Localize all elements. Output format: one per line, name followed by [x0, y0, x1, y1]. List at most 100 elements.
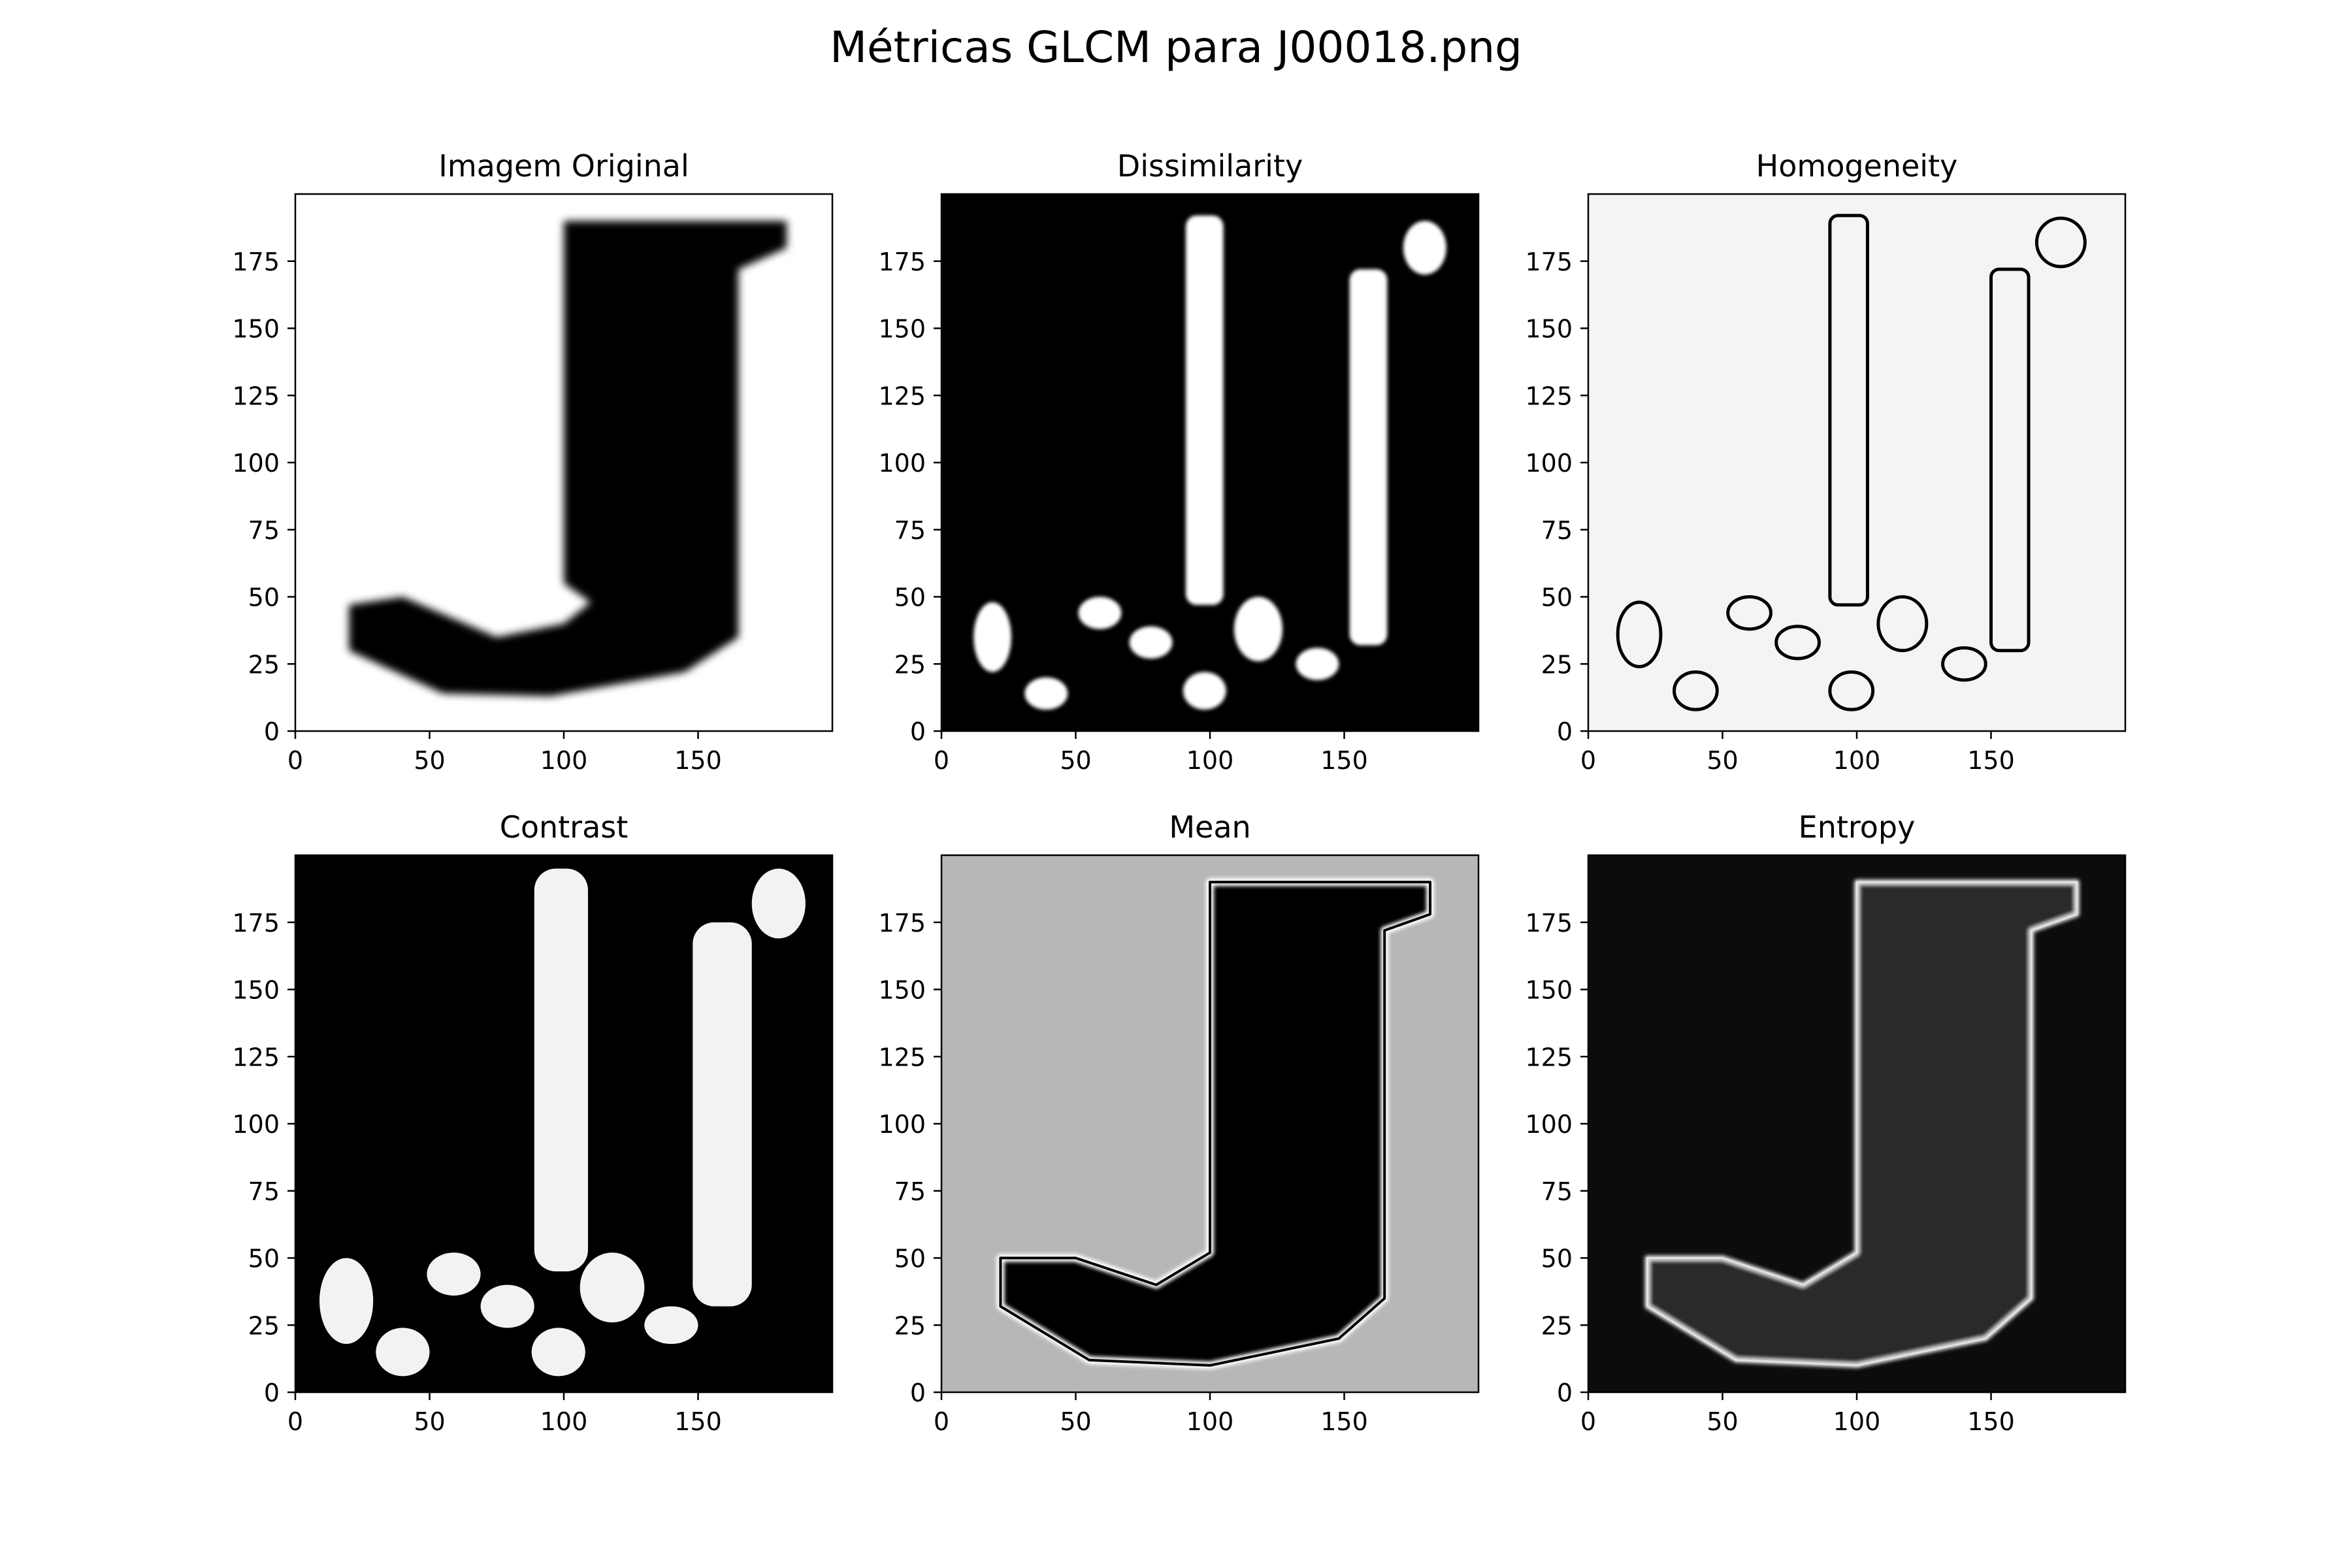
- x-tick-label: 100: [540, 746, 588, 775]
- heatmap-image: [1588, 855, 2125, 1392]
- homogeneity-edge: [1876, 595, 1929, 653]
- y-tick-label: 50: [894, 583, 926, 612]
- homogeneity-edge: [1828, 214, 1869, 607]
- x-tick-label: 150: [674, 1407, 722, 1436]
- dissimilarity-blob: [973, 602, 1011, 672]
- heatmap-content: [973, 215, 1446, 710]
- x-tick-label: 0: [934, 1407, 949, 1436]
- x-tick-label: 50: [414, 1407, 445, 1436]
- subplot: Contrast 0 50 100 150 0 25 50 75 100 125 150 175: [232, 809, 834, 1436]
- dissimilarity-blob: [1296, 647, 1339, 680]
- heatmap-background: [1588, 194, 2125, 731]
- homogeneity-edge: [1828, 670, 1875, 711]
- heatmap-image: [295, 194, 832, 731]
- heatmap-image: [941, 194, 1478, 731]
- y-tick-label: 50: [894, 1245, 926, 1273]
- heatmap-content: [349, 221, 787, 696]
- x-tick-label: 100: [1833, 746, 1881, 775]
- y-tick-label: 25: [1541, 1311, 1573, 1340]
- contrast-blob: [644, 1306, 698, 1345]
- homogeneity-edge: [1774, 625, 1821, 661]
- y-tick-label: 125: [878, 382, 926, 410]
- contrast-blob: [427, 1252, 481, 1296]
- y-tick-label: 125: [232, 382, 280, 410]
- x-tick-label: 0: [287, 746, 303, 775]
- y-tick-label: 175: [1525, 909, 1573, 938]
- y-tick-label: 75: [894, 1177, 926, 1206]
- y-tick-label: 75: [248, 1177, 280, 1206]
- y-tick-label: 0: [264, 717, 280, 746]
- subplot: Mean 0 50 100 150 0 25 50 75 100 125 150 175: [878, 809, 1480, 1436]
- contrast-stroke: [693, 922, 752, 1307]
- x-tick-label: 100: [540, 1407, 588, 1436]
- contrast-blob: [531, 1328, 585, 1377]
- x-tick-label: 150: [1320, 746, 1368, 775]
- homogeneity-edge: [1941, 646, 1987, 682]
- y-tick-label: 100: [232, 449, 280, 478]
- y-tick-label: 0: [1557, 1379, 1573, 1407]
- heatmap-content: [996, 878, 1434, 1369]
- y-tick-label: 25: [1541, 650, 1573, 679]
- subplot: Homogeneity 0 50 100 150 0 25 50 75 100 125 150 175: [1525, 148, 2127, 775]
- y-tick-label: 100: [1525, 449, 1573, 478]
- dissimilarity-blob: [1024, 677, 1068, 710]
- contrast-blob: [751, 868, 806, 939]
- homogeneity-edge: [2034, 216, 2087, 269]
- y-tick-label: 150: [878, 976, 926, 1005]
- x-tick-label: 100: [1833, 1407, 1881, 1436]
- heatmap-image: [295, 855, 832, 1392]
- y-tick-label: 0: [264, 1379, 280, 1407]
- y-tick-label: 175: [878, 909, 926, 938]
- x-tick-label: 150: [1967, 1407, 2015, 1436]
- y-tick-label: 0: [910, 1379, 926, 1407]
- dissimilarity-blob: [1403, 221, 1446, 275]
- heatmap-image: [941, 855, 1478, 1392]
- x-tick-label: 50: [1707, 1407, 1738, 1436]
- x-tick-label: 50: [1060, 746, 1091, 775]
- y-tick-label: 50: [248, 1245, 280, 1273]
- y-tick-label: 0: [1557, 717, 1573, 746]
- y-tick-label: 50: [1541, 1245, 1573, 1273]
- y-tick-label: 25: [248, 1311, 280, 1340]
- x-tick-label: 150: [1320, 1407, 1368, 1436]
- subplot-title: Mean: [1169, 809, 1250, 845]
- x-tick-label: 50: [1060, 1407, 1091, 1436]
- y-tick-label: 25: [894, 650, 926, 679]
- y-tick-label: 125: [1525, 382, 1573, 410]
- y-tick-label: 150: [878, 315, 926, 344]
- heatmap-content: [1616, 214, 2087, 711]
- heatmap-image: [1588, 194, 2125, 731]
- letter-j-shape: [349, 221, 787, 696]
- subplot-grid: Imagem Original 0 50 100 150 0 25 50 75 100 125 150…: [232, 148, 2127, 1436]
- y-tick-label: 100: [878, 449, 926, 478]
- y-tick-label: 125: [232, 1043, 280, 1071]
- y-tick-label: 75: [248, 516, 280, 545]
- y-tick-label: 150: [232, 315, 280, 344]
- y-tick-label: 25: [248, 650, 280, 679]
- mean-fill: [1000, 882, 1430, 1365]
- y-tick-label: 150: [1525, 315, 1573, 344]
- x-tick-label: 50: [414, 746, 445, 775]
- x-tick-label: 50: [1707, 746, 1738, 775]
- contrast-blob: [580, 1252, 645, 1323]
- y-tick-label: 150: [232, 976, 280, 1005]
- mean-edge: [999, 881, 1431, 1367]
- x-tick-label: 100: [1186, 1407, 1234, 1436]
- x-tick-label: 0: [1580, 746, 1596, 775]
- contrast-blob: [319, 1258, 374, 1345]
- homogeneity-edge: [1989, 267, 2031, 653]
- y-tick-label: 50: [248, 583, 280, 612]
- subplot-title: Entropy: [1799, 809, 1916, 845]
- homogeneity-edge: [1726, 595, 1772, 631]
- subplot-title: Imagem Original: [438, 148, 689, 184]
- dissimilarity-stroke: [1186, 215, 1224, 605]
- y-tick-label: 100: [1525, 1110, 1573, 1139]
- contrast-stroke: [534, 868, 588, 1272]
- y-tick-label: 100: [878, 1110, 926, 1139]
- subplot: Dissimilarity 0 50 100 150 0 25 50 75 100 125 150 17…: [878, 148, 1480, 775]
- x-tick-label: 100: [1186, 746, 1234, 775]
- y-tick-label: 50: [1541, 583, 1573, 612]
- contrast-blob: [376, 1328, 430, 1377]
- dissimilarity-blob: [1129, 626, 1173, 659]
- dissimilarity-stroke: [1349, 269, 1388, 645]
